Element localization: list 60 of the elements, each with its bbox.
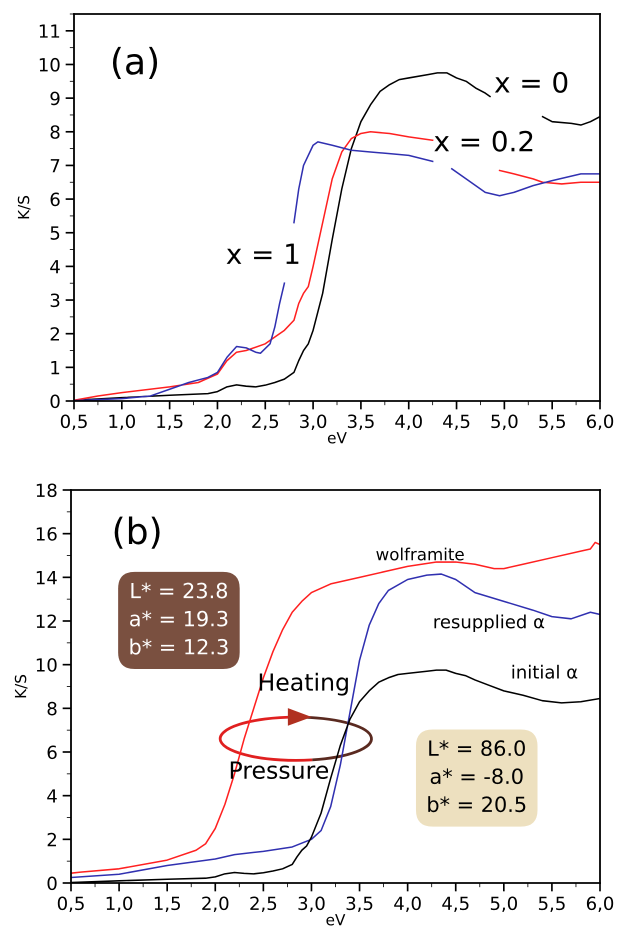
x-axis-title: eV bbox=[326, 914, 346, 926]
y-tick-label: 8 bbox=[50, 125, 60, 139]
y-axis-title: K/S bbox=[14, 674, 28, 698]
x-tick-label: 1,0 bbox=[109, 414, 135, 430]
y-tick-label: 10 bbox=[36, 658, 57, 672]
y-tick-label: 7 bbox=[50, 159, 60, 172]
annotation: (a) bbox=[112, 46, 158, 80]
series-label: wolframite bbox=[376, 548, 464, 560]
x-tick-label: 3,5 bbox=[346, 896, 372, 912]
x-tick-label: 4,0 bbox=[395, 414, 422, 430]
x-axis-title: eV bbox=[328, 432, 347, 444]
y-tick-label: 0 bbox=[50, 394, 60, 408]
x-tick-label: 1,0 bbox=[106, 896, 132, 912]
series-label: x = 0 bbox=[494, 72, 568, 93]
y-tick-label: 2 bbox=[50, 327, 59, 341]
x-tick-label: 4,0 bbox=[394, 896, 421, 912]
x-tick-label: 2,5 bbox=[252, 414, 278, 430]
x-tick-label: 2,0 bbox=[202, 896, 228, 912]
series-label: x = 1 bbox=[226, 244, 298, 264]
x-tick-label: 5,0 bbox=[490, 896, 517, 912]
x-tick-label: 4,5 bbox=[443, 414, 470, 430]
y-axis-title: K/S bbox=[18, 196, 31, 218]
x-tick-label: 0,5 bbox=[58, 896, 84, 912]
x-tick-label: 2,5 bbox=[250, 896, 276, 912]
annotation: (b) bbox=[114, 516, 160, 549]
annotation: L* = 86.0 a* = -8.0 b* = 20.5 bbox=[428, 740, 526, 812]
x-tick-label: 5,5 bbox=[539, 414, 565, 430]
y-tick-label: 9 bbox=[50, 92, 60, 106]
y-tick-label: 6 bbox=[50, 192, 60, 206]
y-tick-label: 14 bbox=[36, 571, 57, 584]
y-tick-label: 16 bbox=[36, 527, 57, 541]
x-tick-label: 1,5 bbox=[154, 896, 180, 912]
y-tick-label: 0 bbox=[48, 876, 57, 890]
y-tick-label: 18 bbox=[36, 483, 57, 498]
x-tick-label: 5,0 bbox=[491, 414, 518, 430]
y-tick-label: 11 bbox=[40, 24, 60, 38]
x-tick-label: 0,5 bbox=[60, 414, 87, 430]
y-tick-label: 3 bbox=[50, 294, 60, 308]
y-tick-label: 10 bbox=[40, 58, 60, 72]
series-label: x = 0.2 bbox=[434, 130, 532, 152]
y-tick-label: 4 bbox=[50, 260, 60, 274]
y-tick-label: 1 bbox=[51, 361, 60, 374]
x-tick-label: 6,0 bbox=[586, 896, 614, 912]
x-tick-label: 2,0 bbox=[204, 414, 231, 430]
x-tick-label: 3,0 bbox=[298, 896, 325, 912]
y-tick-label: 2 bbox=[48, 832, 56, 846]
annotation: L* = 23.8 a* = 19.3 b* = 12.3 bbox=[130, 582, 228, 655]
x-tick-label: 3,5 bbox=[348, 414, 374, 430]
x-tick-label: 4,5 bbox=[442, 896, 469, 912]
y-tick-label: 8 bbox=[48, 702, 57, 716]
x-tick-label: 6,0 bbox=[586, 414, 614, 430]
y-tick-label: 6 bbox=[48, 745, 57, 760]
y-tick-label: 4 bbox=[47, 789, 57, 803]
series-label: initial α bbox=[512, 664, 578, 679]
x-tick-label: 5,5 bbox=[538, 896, 565, 912]
y-tick-label: 5 bbox=[50, 226, 60, 240]
y-tick-label: 12 bbox=[36, 614, 56, 628]
x-tick-label: 1,5 bbox=[157, 414, 182, 430]
series-label: resupplied α bbox=[434, 614, 544, 632]
x-tick-label: 3,0 bbox=[300, 414, 326, 430]
